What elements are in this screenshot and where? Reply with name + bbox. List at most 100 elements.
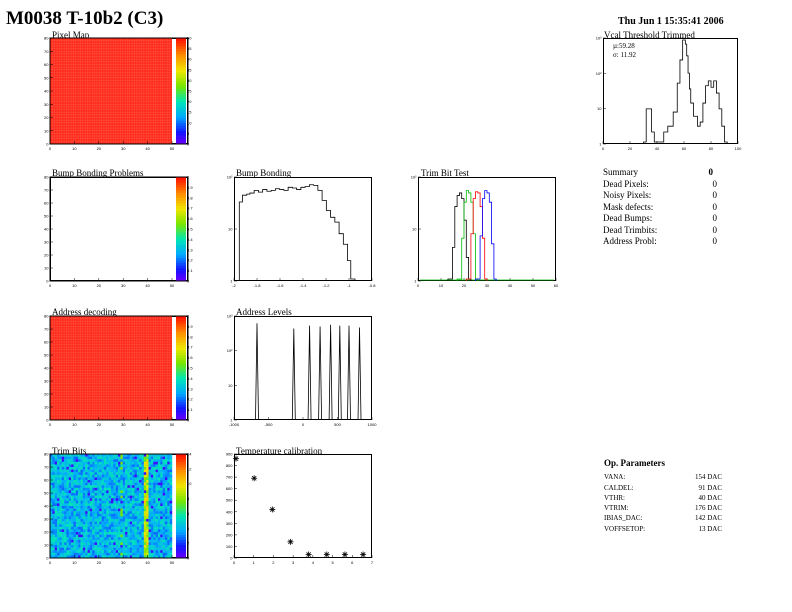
- palette-cell: [176, 205, 186, 209]
- heatmap-cell: [94, 547, 98, 551]
- address-decoding-overlay: 00.10.20.30.40.50.60.70.80.910 10 20 30 40 50…: [44, 314, 193, 428]
- plot-frame: [49, 176, 189, 282]
- heatmap-cell: [120, 495, 123, 499]
- heatmap-cell: [89, 472, 93, 475]
- heatmap-cell: [59, 487, 62, 491]
- heatmap-cell: [127, 547, 130, 551]
- heatmap-cell: [101, 534, 105, 538]
- heatmap-cell: [169, 482, 173, 486]
- heatmap-cell: [169, 503, 173, 507]
- heatmap-cell: [125, 532, 128, 535]
- y-tick-label: 30: [44, 517, 49, 522]
- heatmap-cell: [103, 456, 107, 460]
- heatmap-cell: [111, 490, 114, 494]
- y-tick-label: 100: [226, 544, 233, 549]
- palette-cell: [176, 257, 186, 261]
- heatmap-cell: [136, 474, 140, 478]
- heatmap-cell: [111, 500, 114, 504]
- heatmap-cell: [85, 487, 88, 491]
- heatmap-cell: [64, 555, 67, 559]
- x-tick-label: 10: [72, 146, 77, 151]
- temp-cal-point: [233, 455, 239, 462]
- heatmap-cell: [96, 537, 100, 540]
- heatmap-cell: [129, 461, 133, 465]
- heatmap-cell: [169, 542, 173, 546]
- op-param-label: VOFFSETOP:: [604, 524, 646, 533]
- heatmap-cell: [134, 513, 138, 517]
- heatmap-cell: [125, 555, 128, 559]
- heatmap-cell: [85, 529, 88, 533]
- heatmap-cell: [153, 485, 156, 488]
- heatmap-cell: [103, 513, 107, 517]
- heatmap-cell: [148, 459, 152, 462]
- heatmap-cell: [167, 461, 170, 465]
- heatmap-cell: [139, 459, 142, 462]
- heatmap-cell: [122, 547, 126, 551]
- heatmap-cell: [66, 524, 69, 527]
- heatmap-cell: [141, 498, 145, 501]
- heatmap-cell: [148, 524, 152, 527]
- heatmap-cell: [153, 472, 156, 475]
- heatmap-cell: [87, 526, 91, 530]
- heatmap-cell: [103, 459, 107, 462]
- heatmap-cell: [59, 519, 62, 522]
- heatmap-cell: [59, 550, 62, 553]
- heatmap-cell: [164, 534, 168, 538]
- heatmap-cell: [87, 552, 91, 556]
- heatmap-cell: [106, 555, 109, 559]
- heatmap-cell: [99, 539, 102, 543]
- heatmap-cell: [160, 487, 163, 491]
- heatmap-cell: [64, 459, 67, 462]
- heatmap-cell: [134, 524, 138, 527]
- heatmap-cell: [101, 490, 105, 494]
- heatmap-cell: [66, 513, 69, 517]
- heatmap-cell: [96, 508, 100, 512]
- heatmap-cell: [73, 461, 77, 465]
- heatmap-cell: [106, 469, 109, 473]
- x-tick-label: 60: [554, 283, 559, 288]
- heatmap-cell: [139, 490, 142, 494]
- heatmap-cell: [153, 495, 156, 499]
- heatmap-cell: [125, 524, 128, 527]
- heatmap-cell: [132, 513, 135, 517]
- palette-cell: [176, 260, 186, 264]
- heatmap-cell: [61, 526, 65, 530]
- heatmap-cell: [87, 459, 91, 462]
- heatmap-cell: [113, 511, 116, 514]
- heatmap-cell: [139, 550, 142, 553]
- heatmap-cell: [85, 503, 88, 507]
- heatmap-cell: [120, 456, 123, 460]
- palette-cell: [176, 373, 186, 377]
- heatmap-cell: [108, 524, 112, 527]
- heatmap-cell: [129, 506, 133, 509]
- heatmap-cell: [59, 467, 62, 470]
- heatmap-cell: [157, 487, 161, 491]
- heatmap-cell: [96, 490, 100, 494]
- heatmap-cell: [120, 482, 123, 486]
- heatmap-cell: [122, 539, 126, 543]
- heatmap-cell: [52, 552, 55, 556]
- heatmap-cell: [125, 521, 128, 525]
- heatmap-cell: [157, 477, 161, 481]
- heatmap-cell: [101, 493, 105, 496]
- heatmap-cell: [118, 477, 121, 481]
- heatmap-cell: [106, 490, 109, 494]
- palette-tick-label: 0.1: [187, 407, 193, 412]
- heatmap-cell: [153, 459, 156, 462]
- heatmap-cell: [106, 454, 109, 457]
- heatmap-cell: [82, 524, 86, 527]
- heatmap-cell: [59, 472, 62, 475]
- heatmap-cell: [125, 513, 128, 517]
- palette-cell: [176, 93, 186, 97]
- palette-tick-label: 0.3: [187, 386, 193, 391]
- heatmap-cell: [52, 454, 55, 457]
- heatmap-cell: [164, 521, 168, 525]
- heatmap-cell: [80, 503, 84, 507]
- heatmap-cell: [115, 503, 119, 507]
- heatmap-cell: [96, 482, 100, 486]
- heatmap-cell: [153, 526, 156, 530]
- heatmap-cell: [101, 511, 105, 514]
- heatmap-cell: [78, 506, 81, 509]
- heatmap-cell: [139, 552, 142, 556]
- heatmap-cell: [68, 555, 72, 559]
